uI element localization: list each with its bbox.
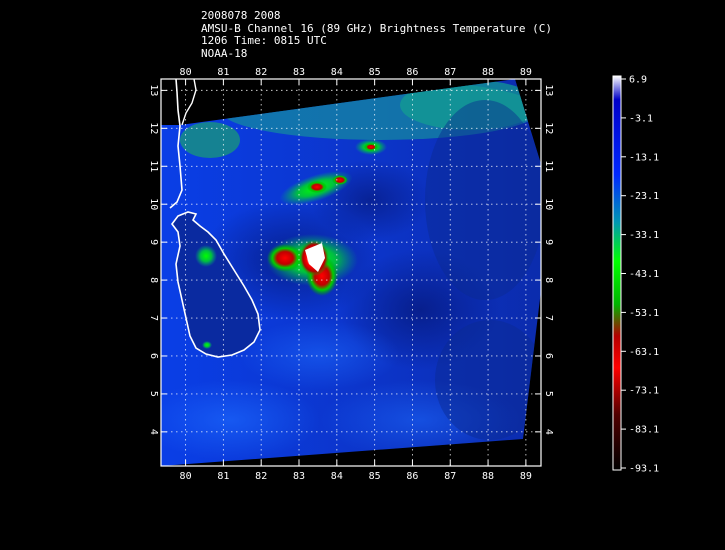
map-ticks <box>161 79 541 466</box>
lat-label-left: 10 <box>148 198 159 210</box>
lon-label-bottom: 81 <box>217 471 229 482</box>
lon-label-bottom: 85 <box>369 471 381 482</box>
lon-label-top: 84 <box>331 67 343 78</box>
lon-label-bottom: 88 <box>482 471 494 482</box>
map-grid <box>161 79 541 466</box>
colorbar-label: -93.1 <box>629 464 659 475</box>
convection-band-north-core <box>307 181 327 193</box>
lat-label-left: 11 <box>148 160 159 172</box>
map-frame <box>160 78 542 467</box>
lon-label-top: 87 <box>444 67 456 78</box>
lat-label-right: 6 <box>543 353 554 359</box>
lat-label-right: 8 <box>543 277 554 283</box>
convection-red-west <box>267 244 303 272</box>
convection-band-north-core-2 <box>332 175 348 185</box>
colorbar-label: -53.1 <box>629 308 659 319</box>
lon-label-bottom: 80 <box>180 471 192 482</box>
lat-label-right: 4 <box>543 429 554 435</box>
lon-label-top: 89 <box>520 67 532 78</box>
colorbar-label: -83.1 <box>629 425 659 436</box>
lat-label-right: 12 <box>543 122 554 134</box>
lon-label-bottom: 86 <box>406 471 418 482</box>
colorbar-label: -73.1 <box>629 386 659 397</box>
header-text: 2008078 2008 AMSU-B Channel 16 (89 GHz) … <box>201 9 552 60</box>
colorbar-label: -3.1 <box>629 113 653 124</box>
lat-label-left: 7 <box>148 315 159 321</box>
colorbar <box>612 75 622 471</box>
india-coastline-east <box>181 79 197 126</box>
map-tick-labels: 8080818182828383848485858686878788888989… <box>148 67 554 482</box>
lat-label-left: 9 <box>148 239 159 245</box>
lon-label-top: 82 <box>255 67 267 78</box>
lat-label-right: 11 <box>543 160 554 172</box>
header-line-date: 2008078 2008 <box>201 9 281 22</box>
lat-label-right: 7 <box>543 315 554 321</box>
lon-label-top: 83 <box>293 67 305 78</box>
colorbar-label: -43.1 <box>629 269 659 280</box>
lat-label-left: 5 <box>148 391 159 397</box>
colorbar-label: -13.1 <box>629 152 659 163</box>
lat-label-left: 12 <box>148 122 159 134</box>
lon-label-top: 85 <box>369 67 381 78</box>
header-line-satellite: NOAA-18 <box>201 46 248 60</box>
colorbar-label: -23.1 <box>629 191 659 202</box>
header-line-product: AMSU-B Channel 16 (89 GHz) Brightness Te… <box>201 21 552 35</box>
colorbar-label: -33.1 <box>629 230 659 241</box>
lon-label-top: 88 <box>482 67 494 78</box>
lat-label-left: 8 <box>148 277 159 283</box>
colorbar-label: -63.1 <box>629 347 659 358</box>
lon-label-bottom: 83 <box>293 471 305 482</box>
lon-label-bottom: 87 <box>444 471 456 482</box>
lon-label-bottom: 84 <box>331 471 343 482</box>
lon-label-top: 80 <box>180 67 192 78</box>
lat-label-right: 9 <box>543 239 554 245</box>
lat-label-right: 13 <box>543 84 554 96</box>
lon-label-top: 86 <box>406 67 418 78</box>
lat-label-left: 13 <box>148 84 159 96</box>
lon-label-top: 81 <box>217 67 229 78</box>
colorbar-label: 6.9 <box>629 75 647 86</box>
convection-cell-ne-core <box>364 143 378 151</box>
convection-core-white <box>305 243 325 272</box>
lat-label-left: 4 <box>148 429 159 435</box>
satellite-swath <box>161 79 541 466</box>
lon-label-bottom: 89 <box>520 471 532 482</box>
sri-lanka-outline <box>171 211 261 358</box>
lat-label-right: 10 <box>543 198 554 210</box>
india-coastline <box>169 79 183 209</box>
colorbar-ticks: 6.9 -3.1 -13.1 -23.1 -33.1 -43.1 -53.1 -63.1 -73… <box>621 75 659 475</box>
lat-label-left: 6 <box>148 353 159 359</box>
lon-label-bottom: 82 <box>255 471 267 482</box>
header-line-time: 1206 Time: 0815 UTC <box>201 34 327 47</box>
lat-label-right: 5 <box>543 391 554 397</box>
